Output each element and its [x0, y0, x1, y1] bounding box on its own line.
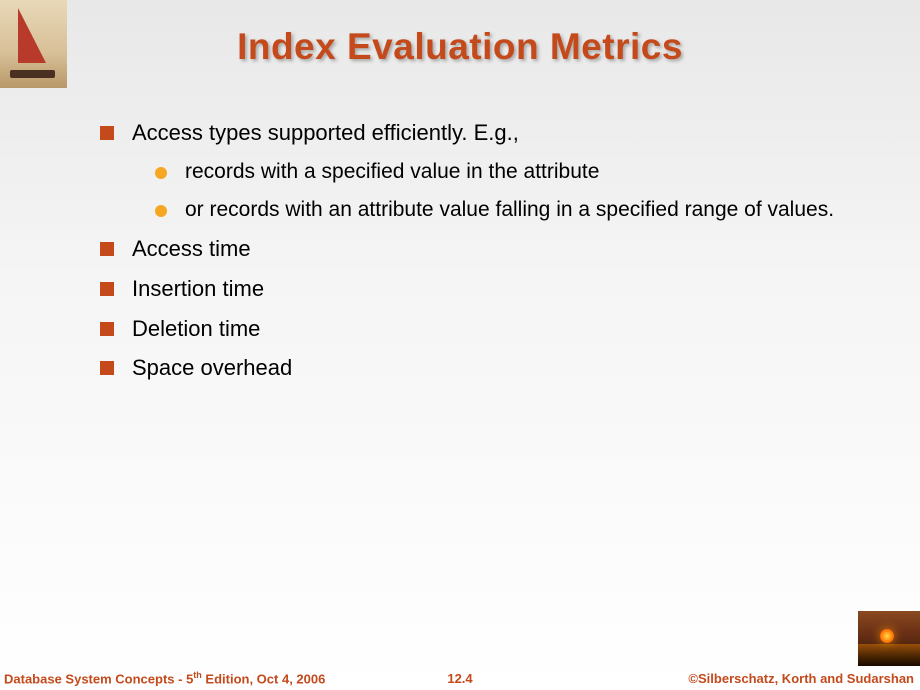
sub-list-item-text: records with a specified value in the at…	[185, 158, 599, 186]
square-bullet-icon	[100, 322, 114, 336]
footer-left-post: Edition, Oct 4, 2006	[202, 671, 326, 686]
sub-list-item: or records with an attribute value falli…	[155, 196, 860, 224]
list-item: Insertion time	[100, 274, 860, 304]
list-item-text: Insertion time	[132, 274, 264, 304]
footer-page-number: 12.4	[447, 671, 472, 686]
list-item-text: Space overhead	[132, 353, 292, 383]
footer-book-title: Database System Concepts - 5th Edition, …	[4, 670, 325, 686]
circle-bullet-icon	[155, 167, 167, 179]
sunset-logo	[858, 611, 920, 666]
slide-footer: Database System Concepts - 5th Edition, …	[0, 666, 920, 690]
square-bullet-icon	[100, 242, 114, 256]
footer-left-pre: Database System Concepts - 5	[4, 671, 193, 686]
footer-copyright: ©Silberschatz, Korth and Sudarshan	[688, 671, 914, 686]
square-bullet-icon	[100, 282, 114, 296]
list-item: Deletion time	[100, 314, 860, 344]
square-bullet-icon	[100, 126, 114, 140]
slide-title: Index Evaluation Metrics	[0, 26, 920, 68]
sub-list-item-text: or records with an attribute value falli…	[185, 196, 834, 224]
sub-list-item: records with a specified value in the at…	[155, 158, 860, 186]
list-item-text: Deletion time	[132, 314, 260, 344]
list-item: Access types supported efficiently. E.g.…	[100, 118, 860, 148]
list-item: Space overhead	[100, 353, 860, 383]
square-bullet-icon	[100, 361, 114, 375]
circle-bullet-icon	[155, 205, 167, 217]
list-item-text: Access time	[132, 234, 251, 264]
footer-left-sup: th	[193, 670, 202, 680]
list-item-text: Access types supported efficiently. E.g.…	[132, 118, 519, 148]
slide-content: Access types supported efficiently. E.g.…	[100, 118, 860, 393]
list-item: Access time	[100, 234, 860, 264]
